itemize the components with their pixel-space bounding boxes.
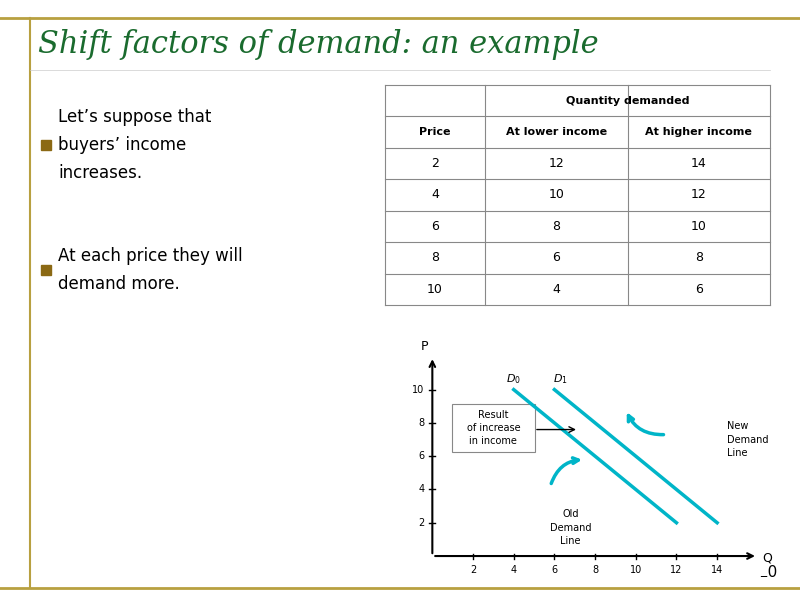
Text: At each price they will
demand more.: At each price they will demand more.: [58, 247, 242, 293]
Text: 10: 10: [758, 565, 778, 580]
Text: 12: 12: [691, 188, 706, 202]
Text: 12: 12: [670, 565, 682, 575]
Text: 10: 10: [427, 283, 443, 296]
Text: 10: 10: [412, 385, 424, 395]
Text: 2: 2: [418, 518, 424, 528]
Text: $D_1$: $D_1$: [553, 373, 568, 386]
Text: 8: 8: [418, 418, 424, 428]
Text: 8: 8: [592, 565, 598, 575]
Text: 4: 4: [418, 484, 424, 494]
Text: New
Demand
Line: New Demand Line: [727, 421, 769, 458]
Text: 10: 10: [548, 188, 564, 202]
Text: 10: 10: [630, 565, 642, 575]
Text: Price: Price: [419, 127, 450, 137]
Text: 12: 12: [548, 157, 564, 170]
Text: Result
of increase
in income: Result of increase in income: [466, 410, 520, 446]
Text: 14: 14: [691, 157, 706, 170]
Text: 4: 4: [552, 283, 560, 296]
Text: 2: 2: [431, 157, 439, 170]
Text: 8: 8: [694, 251, 702, 265]
Text: 2: 2: [470, 565, 476, 575]
Text: 6: 6: [695, 283, 702, 296]
Text: 8: 8: [552, 220, 560, 233]
Text: 6: 6: [431, 220, 439, 233]
Text: Quantity demanded: Quantity demanded: [566, 96, 690, 106]
Text: 14: 14: [711, 565, 723, 575]
Text: 8: 8: [431, 251, 439, 265]
Text: 6: 6: [552, 251, 560, 265]
Text: Old
Demand
Line: Old Demand Line: [550, 509, 591, 546]
Text: Q: Q: [762, 551, 772, 564]
Text: P: P: [421, 340, 428, 353]
Text: 4: 4: [431, 188, 439, 202]
Text: Let’s suppose that
buyers’ income
increases.: Let’s suppose that buyers’ income increa…: [58, 108, 211, 182]
Text: 4: 4: [510, 565, 517, 575]
Text: Shift factors of demand: an example: Shift factors of demand: an example: [38, 29, 598, 61]
Text: 10: 10: [691, 220, 706, 233]
Text: 6: 6: [418, 451, 424, 461]
Text: At higher income: At higher income: [646, 127, 752, 137]
Text: At lower income: At lower income: [506, 127, 607, 137]
Text: 6: 6: [551, 565, 558, 575]
FancyBboxPatch shape: [452, 404, 535, 452]
Text: $D_0$: $D_0$: [506, 373, 521, 386]
